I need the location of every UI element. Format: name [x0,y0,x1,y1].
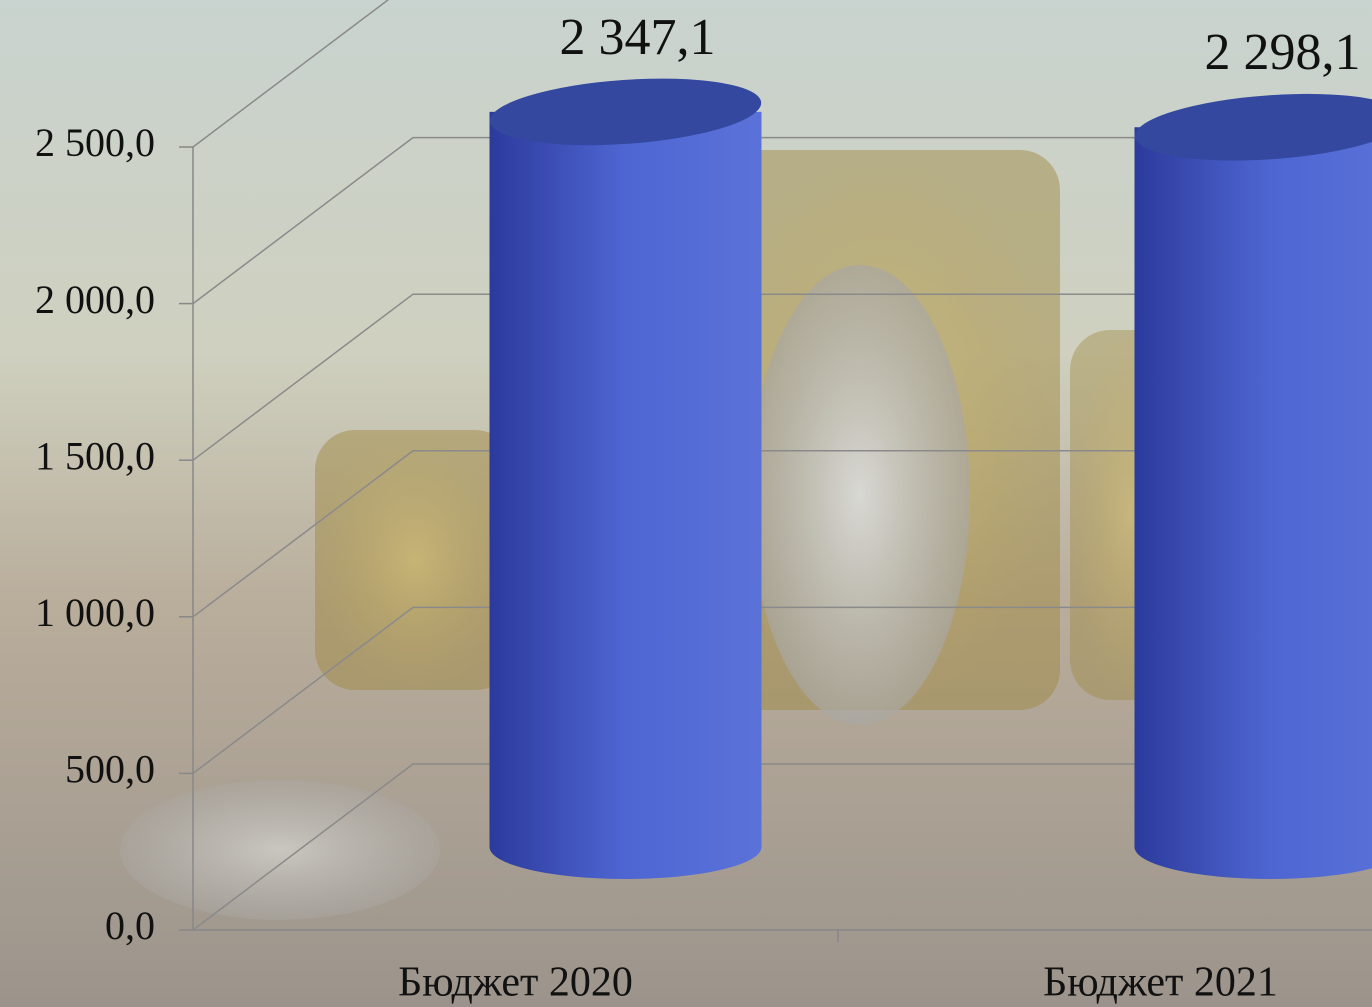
page: {"chart_data": {"type": "bar3d", "catego… [0,0,1372,1007]
y-tick-label: 500,0 [65,747,155,792]
x-tick-label: Бюджет 2021 [1043,960,1278,1006]
y-tick-label: 2 500,0 [35,120,155,165]
y-tick-label: 1 500,0 [35,433,155,478]
y-tick-label: 0,0 [105,903,155,948]
value-label: 2 347,1 [560,9,716,66]
x-tick-label: Бюджет 2020 [398,960,633,1006]
chart: 0,0 500,0 1 000,0 1 500,0 2 000,0 2 500,0 Бюдж… [0,0,1372,1007]
bar [1135,127,1372,879]
y-tick-label: 1 000,0 [35,590,155,635]
bar [490,112,762,879]
y-tick-label: 2 000,0 [35,277,155,322]
value-label: 2 298,1 [1205,24,1361,81]
